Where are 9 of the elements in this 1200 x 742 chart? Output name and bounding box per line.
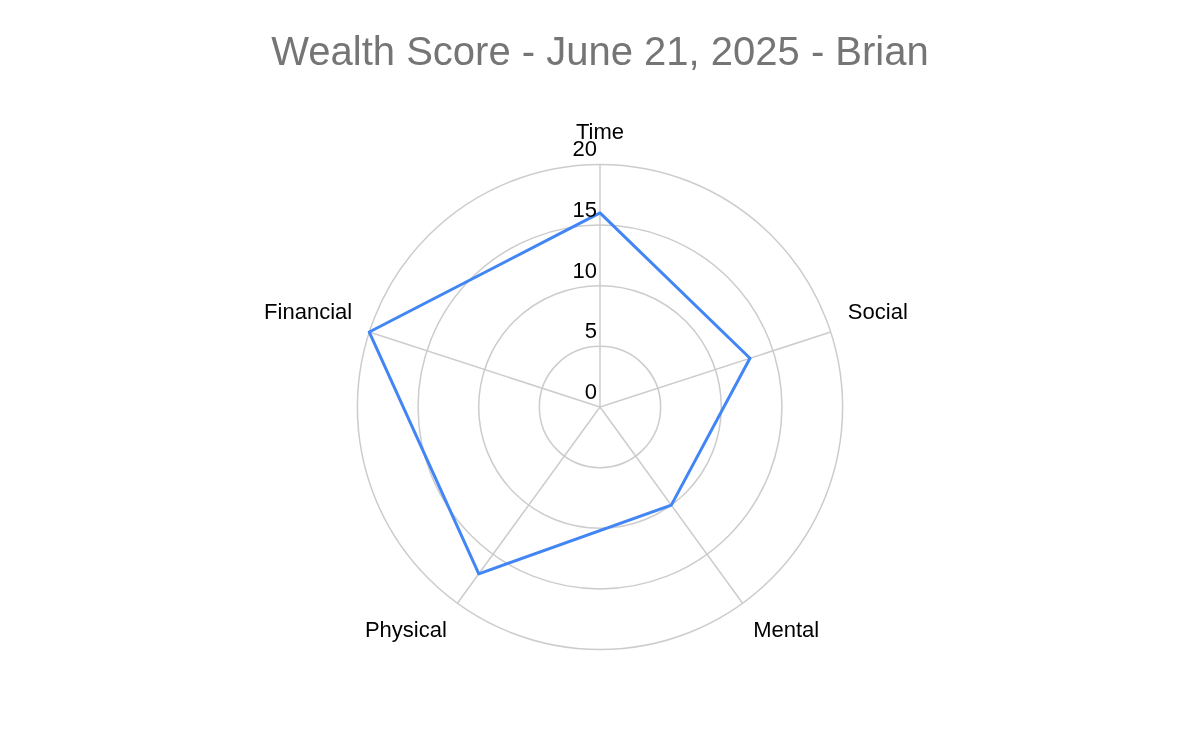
y-tick-label: 15	[572, 197, 597, 223]
spoke-label: Mental	[753, 617, 820, 643]
y-tick-label: 10	[572, 257, 597, 283]
spoke-label: Physical	[364, 617, 447, 643]
chart-title: Wealth Score - June 21, 2025 - Brian	[271, 29, 929, 74]
y-tick-label: 5	[584, 318, 597, 344]
spoke-label: Financial	[264, 299, 353, 325]
spoke-label: Social	[847, 299, 908, 325]
y-tick-label: 0	[584, 379, 597, 405]
